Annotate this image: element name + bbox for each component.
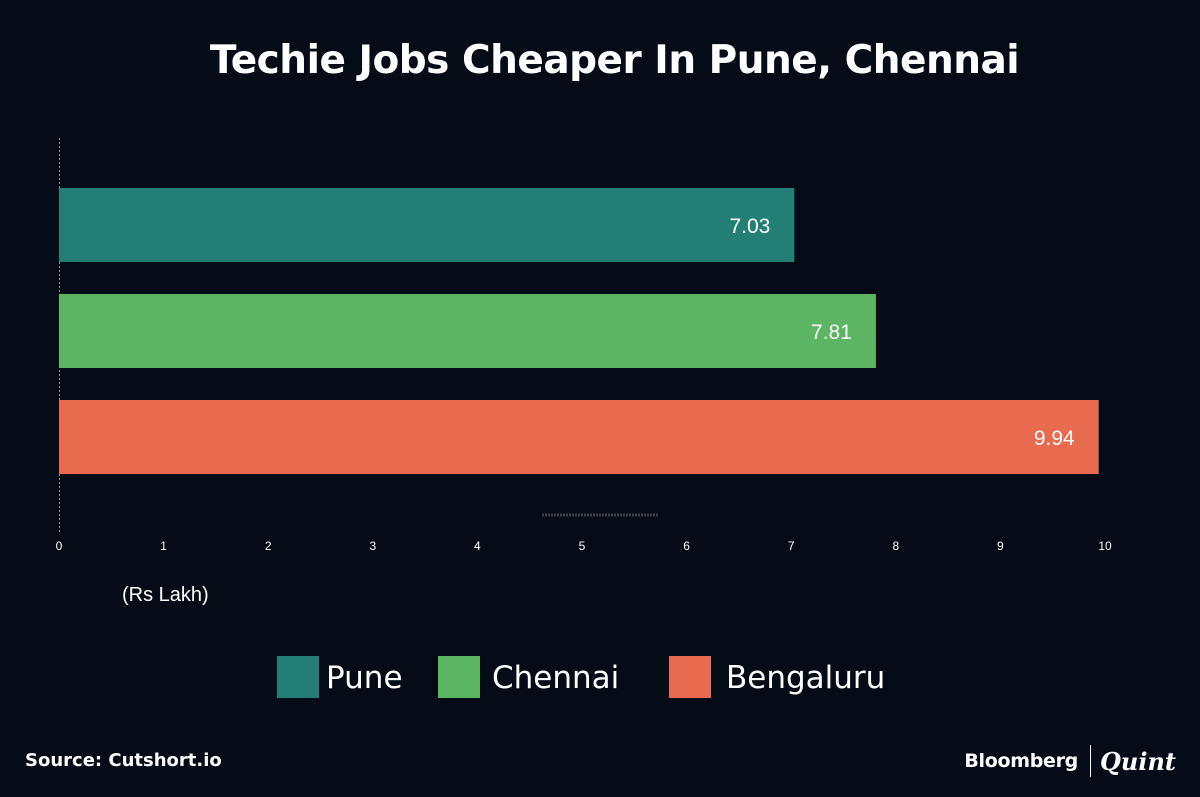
legend-swatch-bengaluru [669,656,711,698]
bar-chennai [59,294,876,368]
legend-swatch-chennai [438,656,480,698]
brand-logo: Bloomberg Quint [964,744,1176,778]
bar-chart: 7.03 7.81 9.94 0 1 2 3 4 5 6 7 8 9 10 [56,138,1112,553]
legend-swatch-pune [277,656,319,698]
x-tick-label: 4 [474,539,481,553]
data-label-pune: 7.03 [729,215,770,238]
source-note: Source: Cutshort.io [25,750,222,771]
bars-group: 7.03 7.81 9.94 [59,188,1099,474]
data-label-bengaluru: 9.94 [1034,427,1075,450]
legend-label-chennai: Chennai [492,660,620,696]
data-label-chennai: 7.81 [811,321,852,344]
x-tick-label: 8 [892,539,899,553]
x-tick-label: 6 [683,539,690,553]
brand-divider [1089,745,1091,777]
x-axis-label: (Rs Lakh) [122,584,209,606]
legend: Pune Chennai Bengaluru [0,656,1200,700]
chart-title: Techie Jobs Cheaper In Pune, Chennai [209,38,1020,83]
brand-secondary: Quint [1099,746,1176,776]
brand-primary: Bloomberg [964,750,1078,772]
x-tick-label: 3 [369,539,376,553]
x-tick-label: 10 [1098,539,1112,553]
legend-label-pune: Pune [326,660,403,696]
x-tick-label: 1 [160,539,167,553]
x-tick-label: 0 [56,539,63,553]
bar-pune [59,188,795,262]
x-tick-labels: 0 1 2 3 4 5 6 7 8 9 10 [56,539,1112,553]
bar-bengaluru [59,400,1099,474]
x-tick-label: 9 [997,539,1004,553]
x-tick-label: 7 [788,539,795,553]
legend-label-bengaluru: Bengaluru [726,660,886,696]
x-tick-label: 2 [265,539,272,553]
x-tick-label: 5 [579,539,586,553]
